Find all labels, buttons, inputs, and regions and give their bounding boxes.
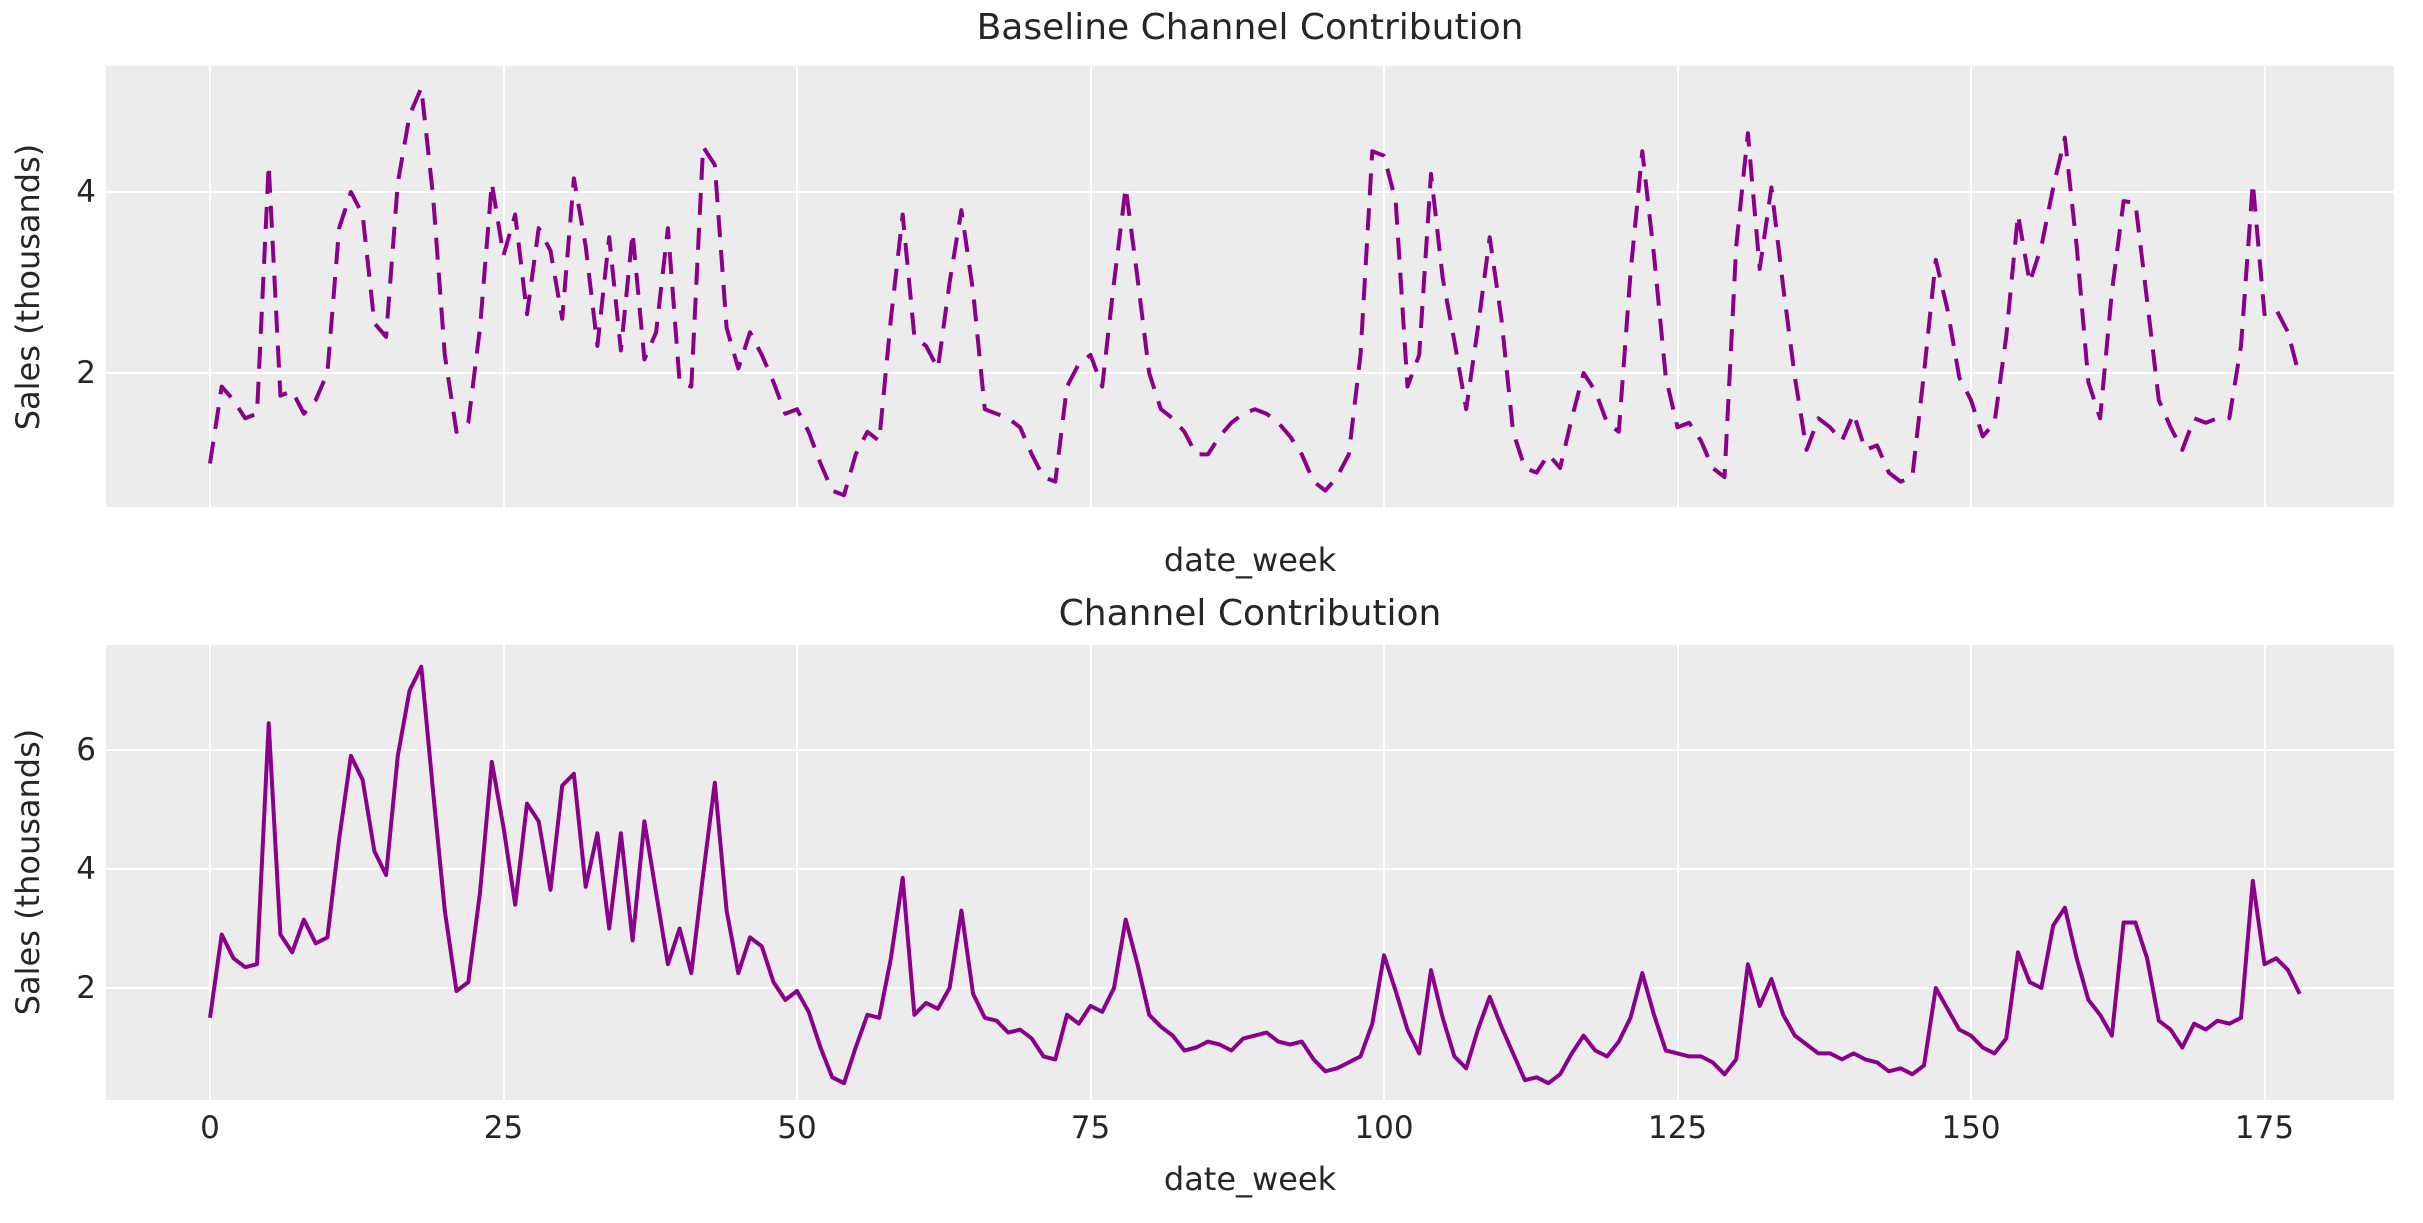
channel-series-line [208,664,2302,1086]
top-chart-title: Baseline Channel Contribution [976,7,1524,48]
x-gridline [1383,66,1385,507]
y-gridline [106,868,2394,870]
series-polyline [208,85,2302,498]
x-gridline [1970,645,1972,1100]
bottom-chart-title: Channel Contribution [1058,593,1442,634]
x-gridline [502,66,505,507]
y-gridline [106,749,2394,751]
y-gridline [106,191,2394,193]
x-tick-label: 0 [200,1110,220,1146]
y-gridline [106,987,2394,989]
y-gridline [106,372,2394,374]
x-gridline [1676,66,1679,507]
x-gridline [209,66,211,507]
x-gridline [1089,66,1092,507]
bottom-chart-plot-area [106,645,2394,1100]
x-tick-label: 125 [1647,1110,1708,1146]
x-tick-label: 100 [1354,1110,1414,1146]
x-gridline [2263,66,2266,507]
x-gridline [796,645,798,1100]
x-tick-label: 175 [2234,1110,2295,1146]
y-tick-label: 4 [76,851,96,887]
x-tick-label: 150 [1941,1110,2001,1146]
y-tick-label: 6 [76,732,96,768]
top-chart-x-axis-label: date_week [1163,541,1337,579]
baseline-series-line [208,85,2302,498]
y-tick-label: 2 [76,970,96,1006]
x-gridline [1383,645,1385,1100]
x-tick-label: 50 [777,1110,817,1146]
x-gridline [1089,645,1092,1100]
x-gridline [1970,66,1972,507]
top-chart-plot-area [106,66,2394,507]
x-gridline [1676,645,1679,1100]
series-polyline [208,664,2302,1086]
x-gridline [2263,645,2266,1100]
x-gridline [796,66,798,507]
x-gridline [502,645,505,1100]
y-tick-label: 4 [76,174,96,210]
x-tick-label: 25 [483,1110,524,1146]
y-tick-label: 2 [76,355,96,391]
bottom-chart-x-axis-label: date_week [1163,1160,1337,1198]
x-gridline [209,645,211,1100]
x-tick-label: 75 [1070,1110,1111,1146]
